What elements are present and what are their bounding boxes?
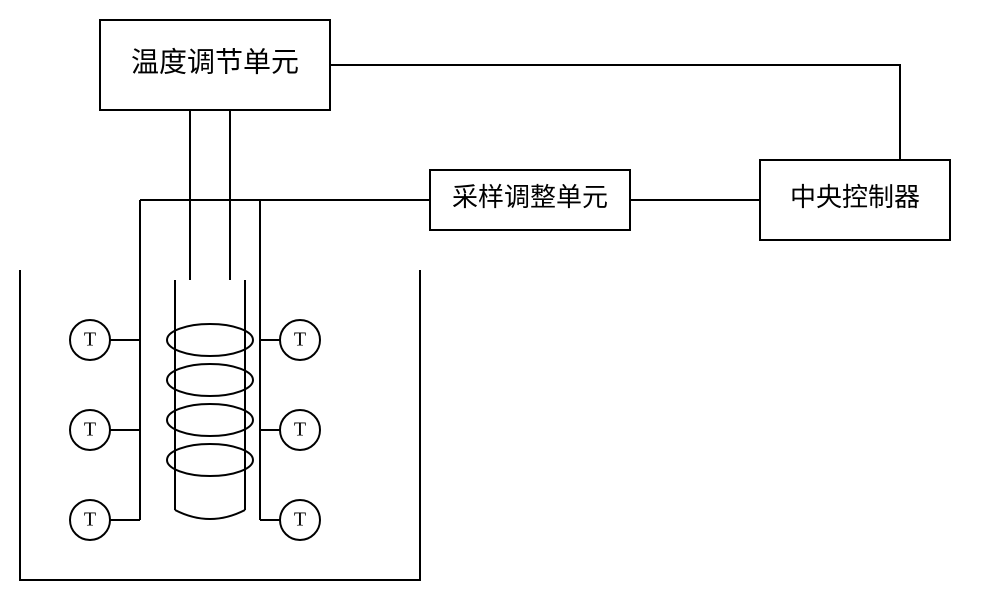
sensor-left-0: T [70,320,110,360]
sensor-right-0: T [280,320,320,360]
temp_unit-label: 温度调节单元 [131,46,299,78]
sensor-left-1: T [70,410,110,450]
controller-label: 中央控制器 [790,183,920,212]
coil [167,280,253,519]
sensor-left-2: T [70,500,110,540]
sensor-glyph: T [84,509,96,531]
sensor-right-2: T [280,500,320,540]
sample_unit-label: 采样调整单元 [452,183,608,212]
sensor-glyph: T [294,419,306,441]
sample_unit-box: 采样调整单元 [430,170,630,230]
controller-box: 中央控制器 [760,160,950,240]
sensor-glyph: T [84,419,96,441]
sensor-glyph: T [294,509,306,531]
temp_unit-box: 温度调节单元 [100,20,330,110]
sensor-right-1: T [280,410,320,450]
sensor-glyph: T [84,329,96,351]
sensor-glyph: T [294,329,306,351]
